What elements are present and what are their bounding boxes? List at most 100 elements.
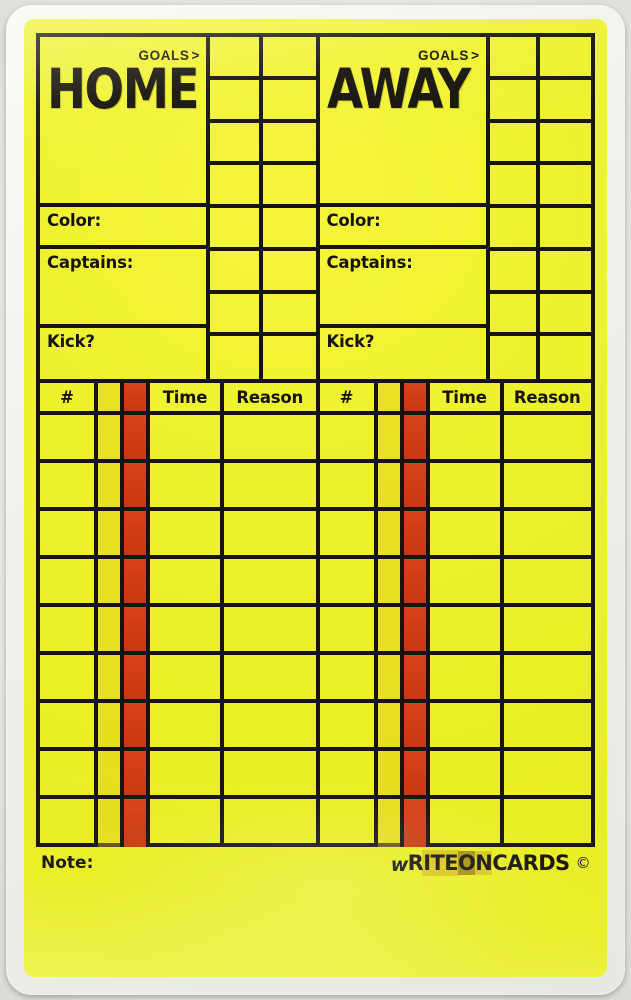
goal-cell[interactable] xyxy=(210,122,263,166)
goal-cell[interactable] xyxy=(489,250,541,294)
cell-time[interactable] xyxy=(430,799,504,847)
cell-time[interactable] xyxy=(430,511,504,555)
cell-yellow-card[interactable] xyxy=(98,511,124,555)
cell-number[interactable] xyxy=(320,799,378,847)
cell-reason[interactable] xyxy=(504,607,592,651)
cell-red-card[interactable] xyxy=(403,751,430,795)
cell-reason[interactable] xyxy=(224,799,316,847)
cell-reason[interactable] xyxy=(224,511,316,555)
goal-cell[interactable] xyxy=(263,336,316,379)
cell-red-card[interactable] xyxy=(124,415,150,459)
table-row[interactable] xyxy=(40,559,316,607)
cell-number[interactable] xyxy=(40,607,98,651)
cell-number[interactable] xyxy=(40,751,98,795)
field-color-away[interactable]: Color: xyxy=(319,207,486,249)
cell-time[interactable] xyxy=(150,463,224,507)
cell-time[interactable] xyxy=(430,751,504,795)
goal-cell[interactable] xyxy=(489,37,541,80)
goal-cell[interactable] xyxy=(489,165,541,208)
cell-yellow-card[interactable] xyxy=(377,463,404,507)
cell-yellow-card[interactable] xyxy=(377,559,404,603)
goal-cell[interactable] xyxy=(540,336,591,379)
cell-red-card[interactable] xyxy=(403,559,430,603)
cell-yellow-card[interactable] xyxy=(377,655,404,699)
table-row[interactable] xyxy=(40,511,316,559)
goal-cell[interactable] xyxy=(540,165,591,208)
cell-number[interactable] xyxy=(320,607,378,651)
cell-time[interactable] xyxy=(150,703,224,747)
cell-time[interactable] xyxy=(430,607,504,651)
cell-reason[interactable] xyxy=(504,415,592,459)
cell-reason[interactable] xyxy=(504,511,592,555)
cell-time[interactable] xyxy=(150,511,224,555)
cell-time[interactable] xyxy=(150,607,224,651)
cell-time[interactable] xyxy=(150,799,224,847)
cell-number[interactable] xyxy=(40,511,98,555)
cell-number[interactable] xyxy=(40,463,98,507)
cell-reason[interactable] xyxy=(224,415,316,459)
cell-time[interactable] xyxy=(150,655,224,699)
cell-reason[interactable] xyxy=(224,607,316,651)
cell-red-card[interactable] xyxy=(403,511,430,555)
goal-cell[interactable] xyxy=(210,79,263,123)
cell-reason[interactable] xyxy=(224,463,316,507)
cell-time[interactable] xyxy=(430,559,504,603)
goal-cell[interactable] xyxy=(540,251,591,294)
goal-cell[interactable] xyxy=(490,336,541,379)
cell-number[interactable] xyxy=(40,415,98,459)
cell-yellow-card[interactable] xyxy=(98,751,124,795)
goal-cell[interactable] xyxy=(262,208,316,251)
goal-cell[interactable] xyxy=(489,79,541,123)
cell-red-card[interactable] xyxy=(403,799,430,847)
field-kick-home[interactable]: Kick? xyxy=(40,328,206,379)
cell-time[interactable] xyxy=(430,463,504,507)
table-row[interactable] xyxy=(40,607,316,655)
cell-red-card[interactable] xyxy=(124,559,150,603)
cell-red-card[interactable] xyxy=(124,655,150,699)
cell-number[interactable] xyxy=(320,655,378,699)
cell-reason[interactable] xyxy=(504,655,592,699)
goal-cell[interactable] xyxy=(210,165,263,208)
table-row[interactable] xyxy=(319,655,592,703)
cell-number[interactable] xyxy=(40,703,98,747)
cell-yellow-card[interactable] xyxy=(98,463,124,507)
cell-red-card[interactable] xyxy=(124,607,150,651)
cell-red-card[interactable] xyxy=(403,703,430,747)
cell-reason[interactable] xyxy=(224,751,316,795)
cell-red-card[interactable] xyxy=(124,751,150,795)
table-row[interactable] xyxy=(40,751,316,799)
cell-reason[interactable] xyxy=(504,799,592,847)
goal-cell[interactable] xyxy=(262,165,316,208)
cell-red-card[interactable] xyxy=(124,703,150,747)
table-row[interactable] xyxy=(319,559,592,607)
cell-yellow-card[interactable] xyxy=(377,799,404,847)
goal-cell[interactable] xyxy=(210,208,263,251)
goal-cell[interactable] xyxy=(489,208,541,251)
table-row[interactable] xyxy=(319,703,591,751)
goal-cell[interactable] xyxy=(210,293,263,337)
field-kick-away[interactable]: Kick? xyxy=(320,328,486,379)
cell-red-card[interactable] xyxy=(403,607,430,651)
cell-time[interactable] xyxy=(150,415,224,459)
goal-cell[interactable] xyxy=(540,37,591,80)
cell-number[interactable] xyxy=(320,703,378,747)
cell-number[interactable] xyxy=(40,559,98,603)
cell-yellow-card[interactable] xyxy=(98,703,124,747)
cell-reason[interactable] xyxy=(504,559,592,603)
cell-number[interactable] xyxy=(320,559,378,603)
cell-time[interactable] xyxy=(150,559,224,603)
cell-number[interactable] xyxy=(40,799,98,847)
goal-cell[interactable] xyxy=(262,123,316,166)
table-row[interactable] xyxy=(319,607,592,655)
table-row[interactable] xyxy=(40,415,316,463)
cell-number[interactable] xyxy=(320,511,378,555)
cell-yellow-card[interactable] xyxy=(98,607,124,651)
table-row[interactable] xyxy=(40,655,316,703)
cell-number[interactable] xyxy=(320,463,378,507)
table-row[interactable] xyxy=(40,703,316,751)
cell-time[interactable] xyxy=(150,751,224,795)
field-color-home[interactable]: Color: xyxy=(40,207,206,249)
goal-cell[interactable] xyxy=(262,37,316,80)
field-captains-away[interactable]: Captains: xyxy=(319,249,486,328)
